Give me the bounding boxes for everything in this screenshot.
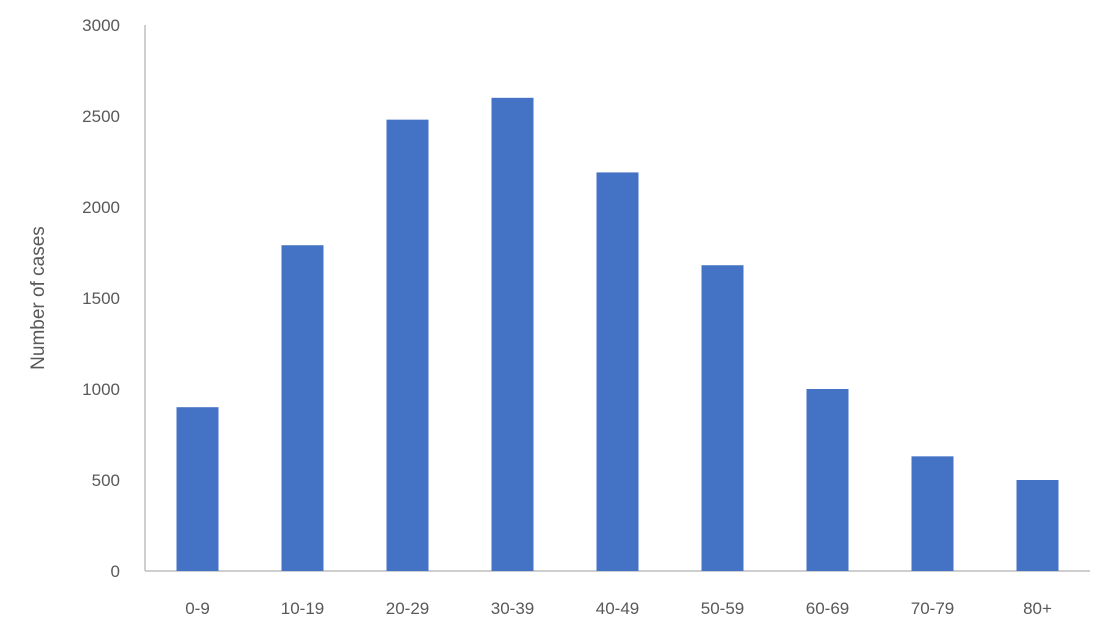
bar-80+	[1016, 480, 1059, 571]
y-tick-label: 3000	[82, 16, 120, 35]
y-axis-ticks: 0 500 1000 1500 2000 2500 3000	[82, 16, 120, 581]
x-tick-label: 30-39	[491, 599, 534, 618]
y-tick-label: 0	[111, 562, 120, 581]
x-tick-label: 10-19	[281, 599, 324, 618]
x-axis-ticks: 0-9 10-19 20-29 30-39 40-49 50-59 60-69 70-79 80…	[185, 599, 1052, 618]
bar-70-79	[911, 456, 954, 571]
y-tick-label: 500	[92, 471, 120, 490]
x-tick-label: 40-49	[596, 599, 639, 618]
y-tick-label: 2500	[82, 107, 120, 126]
bar-0-9	[176, 407, 219, 571]
x-tick-label: 80+	[1023, 599, 1052, 618]
bar-50-59	[701, 265, 744, 571]
bar-10-19	[281, 245, 324, 571]
x-tick-label: 0-9	[185, 599, 210, 618]
bar-40-49	[596, 172, 639, 572]
x-tick-label: 70-79	[911, 599, 954, 618]
y-tick-label: 2000	[82, 198, 120, 217]
bar-60-69	[806, 389, 849, 571]
x-tick-label: 20-29	[386, 599, 429, 618]
x-tick-label: 60-69	[806, 599, 849, 618]
bar-20-29	[386, 119, 429, 571]
y-tick-label: 1500	[82, 289, 120, 308]
bar-30-39	[491, 97, 534, 572]
x-tick-label: 50-59	[701, 599, 744, 618]
y-tick-label: 1000	[82, 380, 120, 399]
bars-group	[176, 97, 1059, 572]
y-axis-label: Number of cases	[28, 226, 49, 370]
